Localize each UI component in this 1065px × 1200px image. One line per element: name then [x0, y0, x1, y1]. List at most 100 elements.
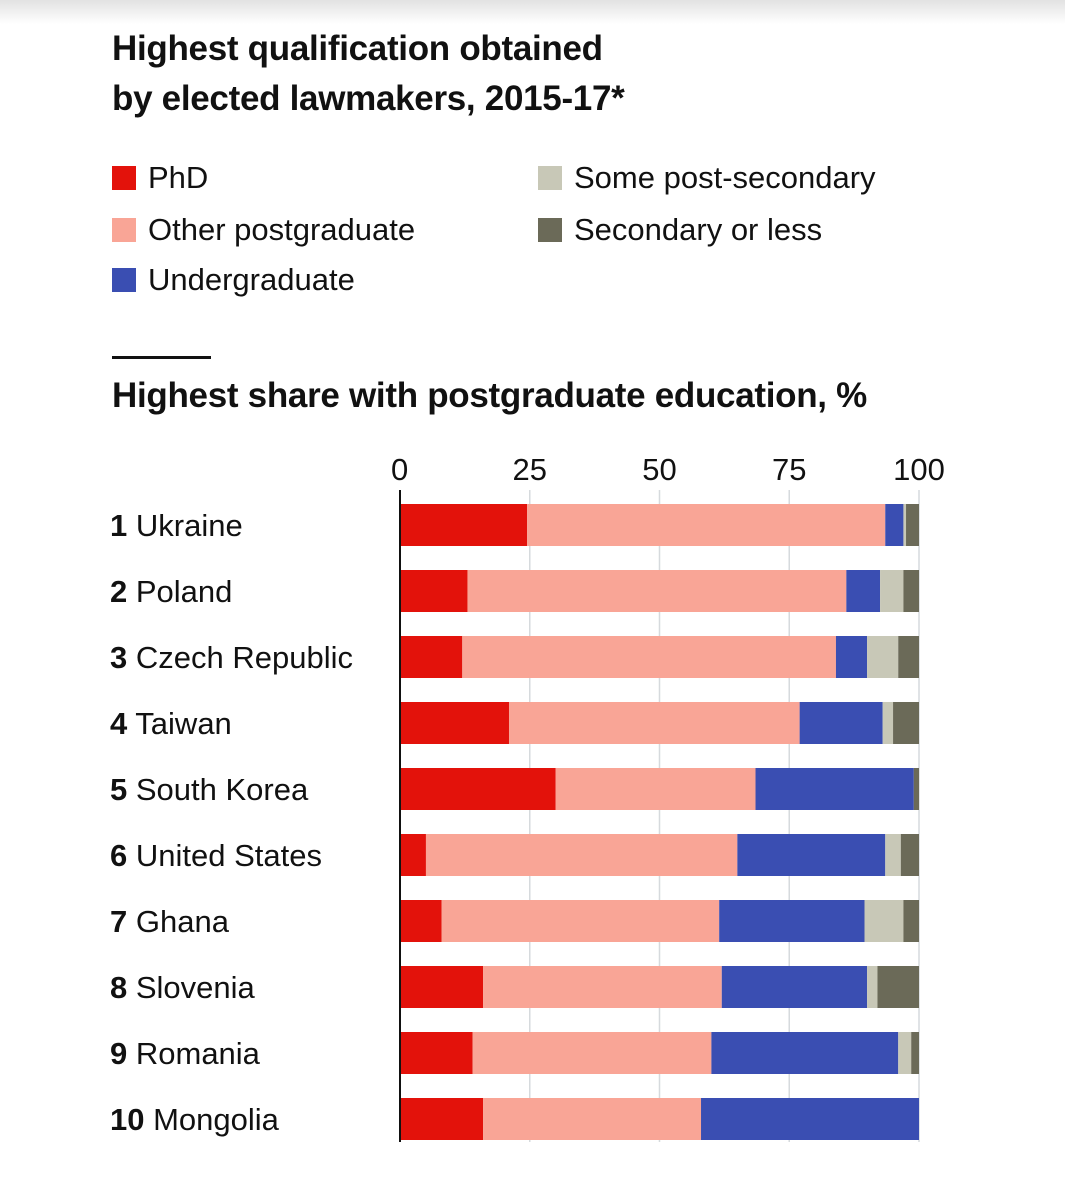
row-label-czech-republic: 3 Czech Republic	[110, 640, 353, 675]
legend-swatch-phd	[112, 166, 136, 190]
legend-item-secondary-or-less: Secondary or less	[538, 210, 822, 250]
legend-label-some-post-secondary: Some post-secondary	[574, 160, 876, 195]
legend-item-other-postgraduate: Other postgraduate	[112, 210, 415, 250]
legend-item-some-post-secondary: Some post-secondary	[538, 158, 876, 198]
bar-segment-taiwan-phd	[400, 702, 509, 744]
row-rank: 5	[110, 772, 127, 807]
legend-item-undergraduate: Undergraduate	[112, 260, 355, 300]
bar-segment-south-korea-undergraduate	[755, 768, 914, 810]
row-country: Czech Republic	[127, 640, 353, 675]
bar-segment-ghana-phd	[400, 900, 442, 942]
row-rank: 9	[110, 1036, 127, 1071]
legend-swatch-some-post-secondary	[538, 166, 562, 190]
bar-segment-united-states-undergraduate	[737, 834, 886, 876]
row-rank: 8	[110, 970, 127, 1005]
row-rank: 2	[110, 574, 127, 609]
x-tick-label-25: 25	[513, 452, 547, 487]
legend-label-secondary-or-less: Secondary or less	[574, 212, 823, 247]
bar-segment-czech-republic-phd	[400, 636, 463, 678]
row-country: Taiwan	[127, 706, 232, 741]
row-rank: 7	[110, 904, 127, 939]
row-label-poland: 2 Poland	[110, 574, 232, 609]
row-label-romania: 9 Romania	[110, 1036, 261, 1071]
bar-segment-ukraine-other-postgraduate	[527, 504, 886, 546]
chart-title-line-1: Highest qualification obtained	[112, 29, 603, 68]
row-label-united-states: 6 United States	[110, 838, 322, 873]
row-rank: 6	[110, 838, 127, 873]
bar-segment-czech-republic-other-postgraduate	[462, 636, 836, 678]
bar-segment-taiwan-some-post-secondary	[882, 702, 894, 744]
chart-title-line-2: by elected lawmakers, 2015-17*	[112, 79, 625, 118]
bar-segment-slovenia-secondary-or-less	[877, 966, 919, 1008]
bar-segment-south-korea-phd	[400, 768, 556, 810]
bar-segment-romania-some-post-secondary	[898, 1032, 912, 1074]
row-rank: 10	[110, 1102, 144, 1137]
row-label-slovenia: 8 Slovenia	[110, 970, 256, 1005]
bar-segment-south-korea-other-postgraduate	[555, 768, 756, 810]
legend-label-other-postgraduate: Other postgraduate	[148, 212, 416, 247]
x-axis-ticks: 0 25 50 75 100	[391, 452, 945, 487]
bar-segment-south-korea-secondary-or-less	[913, 768, 919, 810]
row-country: Slovenia	[127, 970, 255, 1005]
bar-segment-united-states-phd	[400, 834, 426, 876]
row-country: Mongolia	[144, 1102, 279, 1137]
bar-segment-ukraine-phd	[400, 504, 528, 546]
row-rank: 3	[110, 640, 127, 675]
bar-segment-romania-other-postgraduate	[472, 1032, 712, 1074]
bar-segment-ukraine-some-post-secondary	[903, 504, 907, 546]
row-rank: 1	[110, 508, 127, 543]
bar-segment-united-states-secondary-or-less	[900, 834, 919, 876]
row-rank: 4	[110, 706, 128, 741]
legend-swatch-undergraduate	[112, 268, 136, 292]
bar-segment-united-states-other-postgraduate	[425, 834, 738, 876]
row-label-south-korea: 5 South Korea	[110, 772, 309, 807]
bar-segment-czech-republic-some-post-secondary	[867, 636, 899, 678]
bar-segment-ghana-other-postgraduate	[441, 900, 720, 942]
row-label-mongolia: 10 Mongolia	[110, 1102, 280, 1137]
row-label-ghana: 7 Ghana	[110, 904, 230, 939]
bar-segment-mongolia-other-postgraduate	[483, 1098, 702, 1140]
bar-segment-poland-phd	[400, 570, 468, 612]
row-country: United States	[127, 838, 322, 873]
row-label-taiwan: 4 Taiwan	[110, 706, 232, 741]
top-shade	[0, 0, 1065, 24]
row-label-ukraine: 1 Ukraine	[110, 508, 243, 543]
bar-segment-romania-phd	[400, 1032, 473, 1074]
row-country: Romania	[127, 1036, 260, 1071]
bar-segment-romania-secondary-or-less	[911, 1032, 919, 1074]
bar-segment-czech-republic-undergraduate	[835, 636, 868, 678]
bar-segment-ukraine-undergraduate	[885, 504, 904, 546]
bar-segment-slovenia-some-post-secondary	[867, 966, 878, 1008]
bar-segment-czech-republic-secondary-or-less	[898, 636, 919, 678]
legend: PhD Other postgraduate Undergraduate Som…	[112, 158, 1012, 308]
bar-segment-slovenia-phd	[400, 966, 484, 1008]
x-tick-label-75: 75	[772, 452, 806, 487]
chart-subtitle: Highest share with postgraduate educatio…	[112, 376, 867, 415]
bar-segment-mongolia-phd	[400, 1098, 484, 1140]
bars	[399, 490, 919, 1142]
x-tick-label-0: 0	[391, 452, 408, 487]
x-tick-label-100: 100	[893, 452, 945, 487]
section-rule	[112, 356, 211, 359]
bar-segment-romania-undergraduate	[711, 1032, 899, 1074]
bar-segment-mongolia-undergraduate	[701, 1098, 919, 1140]
row-country: South Korea	[127, 772, 309, 807]
bar-segment-slovenia-undergraduate	[721, 966, 868, 1008]
legend-label-undergraduate: Undergraduate	[148, 262, 355, 297]
legend-item-phd: PhD	[112, 158, 208, 198]
bar-segment-poland-secondary-or-less	[903, 570, 919, 612]
bar-segment-ghana-undergraduate	[719, 900, 865, 942]
chart-title: Highest qualification obtained by electe…	[112, 24, 625, 124]
bar-segment-taiwan-undergraduate	[799, 702, 883, 744]
bar-segment-poland-other-postgraduate	[467, 570, 847, 612]
bar-segment-united-states-some-post-secondary	[885, 834, 901, 876]
bar-segment-poland-undergraduate	[846, 570, 881, 612]
bar-segment-ghana-secondary-or-less	[903, 900, 919, 942]
row-country: Poland	[127, 574, 232, 609]
bar-segment-taiwan-secondary-or-less	[893, 702, 919, 744]
bar-segment-slovenia-other-postgraduate	[483, 966, 722, 1008]
bar-segment-taiwan-other-postgraduate	[508, 702, 800, 744]
bar-segment-ghana-some-post-secondary	[864, 900, 904, 942]
bar-segment-ukraine-secondary-or-less	[906, 504, 919, 546]
legend-label-phd: PhD	[148, 160, 209, 195]
